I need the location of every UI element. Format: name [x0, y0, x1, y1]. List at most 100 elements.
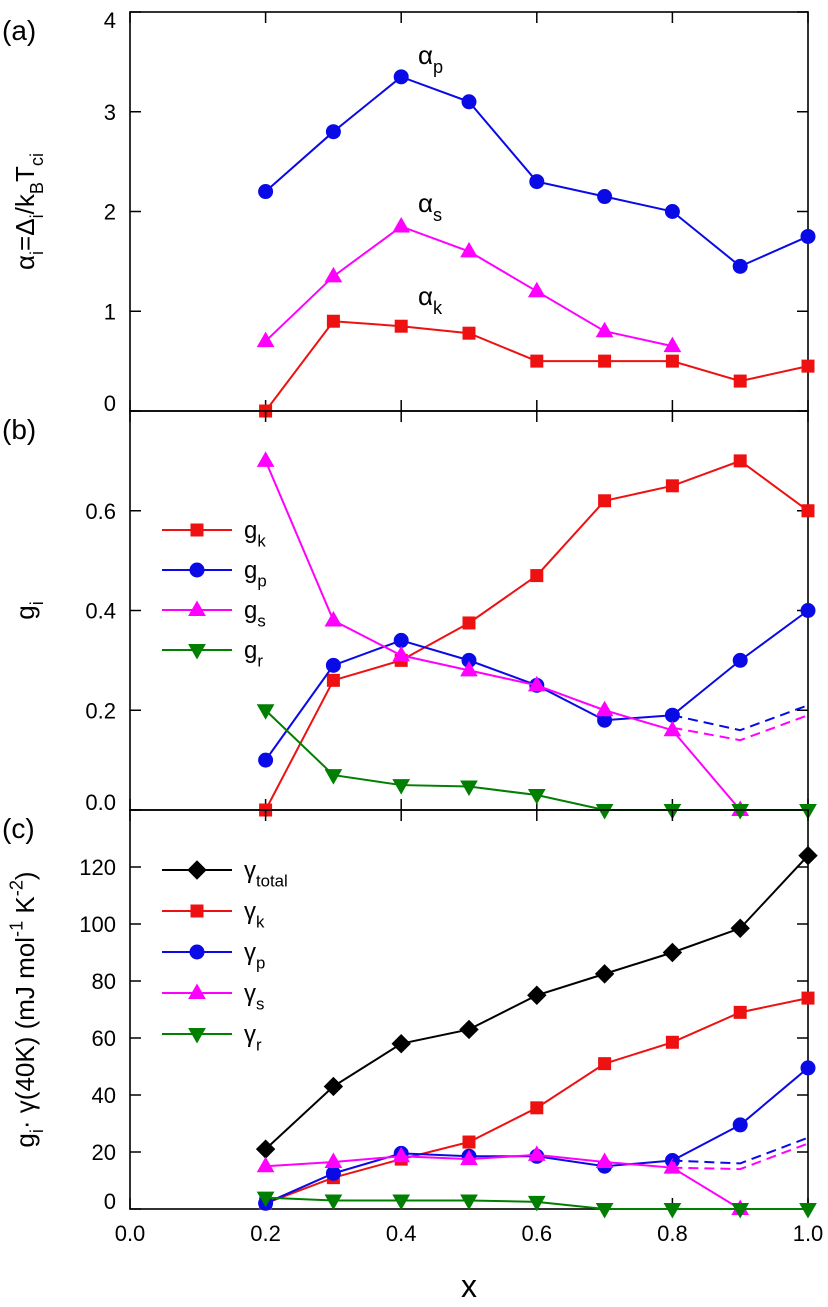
marker [801, 359, 815, 373]
legend-label: γr [244, 1021, 262, 1054]
text-part: · γ(40K) (mJ mol [10, 937, 40, 1129]
subscript: s [433, 205, 442, 225]
subscript: p [256, 953, 265, 972]
y-tick-label: 3 [104, 100, 116, 125]
text-part: K [10, 896, 40, 921]
subscript: r [257, 651, 263, 670]
text-part: /k [10, 193, 40, 214]
series-line [265, 1067, 809, 1205]
annotation: αk [418, 281, 443, 318]
y-tick-label: 120 [79, 855, 116, 880]
text-part: =Δ [10, 218, 40, 251]
marker [595, 1152, 614, 1168]
marker [325, 657, 341, 673]
y-tick-label: 80 [92, 969, 116, 994]
marker [393, 69, 409, 85]
annotation: αs [418, 188, 442, 225]
marker [663, 1203, 682, 1219]
marker [664, 204, 680, 219]
y-tick-label: 0.0 [85, 790, 116, 815]
legend-label: gp [244, 557, 267, 590]
marker [326, 314, 340, 328]
plot-frame [129, 11, 809, 412]
marker [323, 1076, 344, 1097]
text-part: g [10, 1133, 40, 1147]
x-tick-label: 0.6 [522, 1221, 553, 1246]
subscript: i [27, 1129, 47, 1133]
marker [594, 964, 615, 984]
marker [459, 1019, 479, 1040]
y-axis-label: gi· γ(40K) (mJ mol-1 K-2) [6, 871, 47, 1147]
subscript: r [256, 1035, 262, 1054]
subscript: s [257, 611, 265, 630]
panel-label: (c) [2, 813, 35, 844]
y-tick-label: 0 [104, 1189, 116, 1214]
text-part: α [418, 40, 433, 70]
subscript: B [27, 182, 47, 194]
marker [597, 189, 613, 205]
marker [733, 1005, 747, 1019]
marker [595, 804, 614, 820]
subscript: k [433, 298, 443, 318]
panel-label: (b) [2, 414, 36, 445]
marker [256, 331, 275, 348]
legend-marker [189, 562, 205, 578]
marker [527, 985, 547, 1005]
y-tick-label: 20 [92, 1140, 116, 1165]
marker [529, 174, 545, 190]
legend-marker [188, 983, 206, 999]
legend-label: γs [244, 980, 264, 1013]
marker [256, 1156, 275, 1173]
marker [730, 918, 750, 938]
marker [663, 336, 682, 353]
marker [530, 354, 544, 368]
text-part: α [418, 281, 433, 311]
x-tick-label: 0.8 [657, 1221, 688, 1246]
subscript: i [27, 251, 47, 255]
x-tick-label: 0.4 [386, 1221, 417, 1246]
y-tick-label: 1 [104, 299, 116, 324]
legend-marker [187, 860, 207, 880]
marker [325, 124, 341, 140]
legend-marker [188, 644, 206, 660]
text-part: γ [244, 1021, 256, 1048]
marker [732, 258, 748, 274]
marker [325, 1165, 341, 1181]
marker [665, 1035, 679, 1049]
marker [800, 1060, 816, 1076]
marker [258, 752, 274, 768]
marker [800, 603, 816, 618]
marker [460, 1149, 478, 1166]
y-tick-label: 4 [104, 8, 116, 33]
marker [595, 321, 614, 338]
y-tick-label: 0.6 [85, 499, 116, 524]
x-tick-label: 0.0 [115, 1221, 146, 1246]
annotation: αp [418, 40, 443, 77]
y-tick-label: 2 [104, 200, 116, 225]
marker [258, 184, 274, 200]
marker [530, 1101, 544, 1115]
marker [324, 769, 343, 785]
series-line [672, 704, 809, 732]
marker [527, 1145, 546, 1161]
marker [392, 779, 411, 795]
y-tick-label: 0.4 [85, 599, 116, 624]
text-part: g [10, 605, 40, 619]
marker [462, 616, 476, 630]
marker [324, 610, 343, 627]
text-part: g [244, 517, 257, 544]
text-part: g [244, 637, 257, 664]
marker [598, 494, 612, 508]
y-tick-label: 40 [92, 1083, 116, 1108]
series-line [265, 997, 809, 1205]
marker [801, 504, 815, 518]
subscript: p [433, 57, 443, 77]
marker [256, 451, 275, 467]
text-part: g [244, 597, 257, 624]
marker [326, 673, 340, 687]
marker [324, 1194, 343, 1210]
marker [800, 228, 816, 244]
series-line [264, 75, 809, 268]
